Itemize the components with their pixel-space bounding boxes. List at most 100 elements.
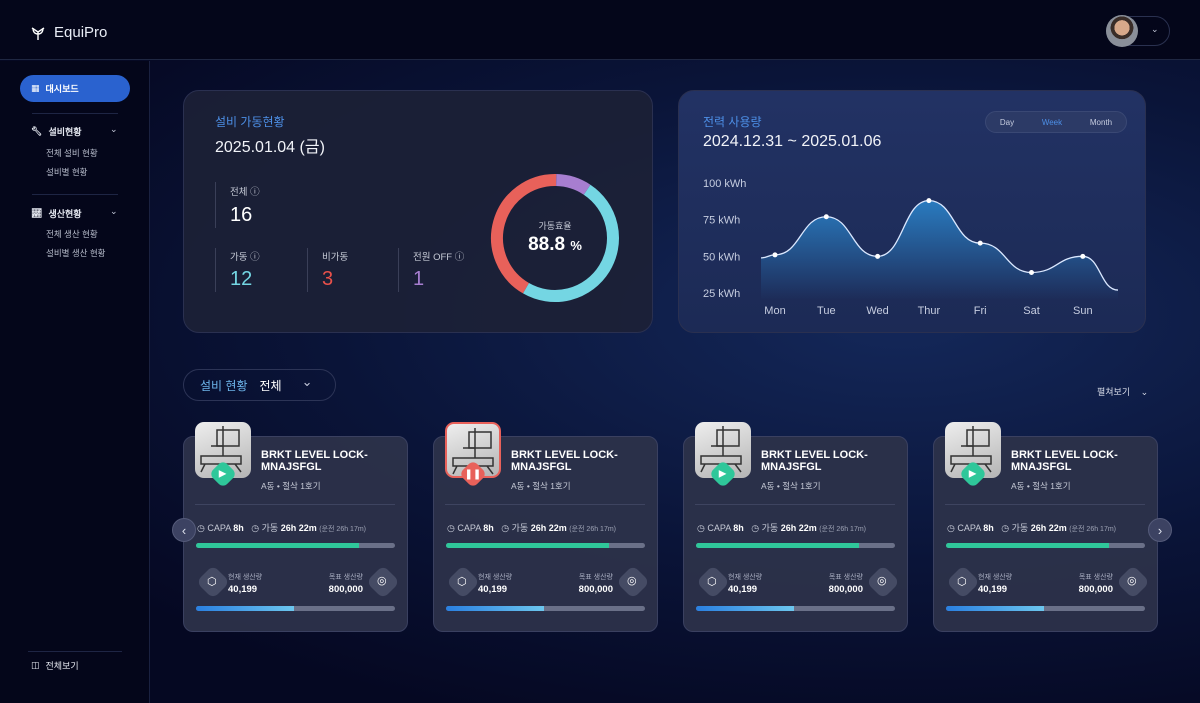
current-production-label: 현재 생산량 (978, 574, 1013, 581)
current-production-value: 40,199 (728, 584, 758, 595)
divider (215, 182, 216, 228)
stopped-value: 3 (322, 268, 334, 290)
x-tick-label: Fri (974, 305, 987, 317)
target-production-value: 800,000 (328, 584, 363, 595)
tab-week[interactable]: Week (1041, 117, 1063, 127)
clock-icon: ◷ (947, 523, 955, 533)
group-label: 설비현황 (48, 127, 82, 137)
dashboard-icon: ▦ (31, 83, 40, 93)
chevron-down-icon[interactable]: ⌄ (110, 124, 118, 134)
clock-icon: ◷ (447, 523, 455, 533)
expand-button[interactable]: 펼쳐보기 ⌄ (1097, 387, 1149, 397)
donut-segment (491, 174, 557, 294)
sidebar-item-by-equipment[interactable]: 설비별 현황 (46, 167, 88, 177)
x-tick-label: Thur (918, 305, 941, 317)
logo[interactable]: EquiPro (30, 24, 107, 41)
chevron-down-icon: ⌄ (301, 374, 313, 389)
equipment-location: A동 • 절삭 1호기 (761, 481, 821, 491)
target-production-label: 목표 생산량 (578, 574, 613, 581)
tab-day[interactable]: Day (999, 117, 1015, 127)
chevron-down-icon[interactable]: ⌄ (110, 206, 118, 216)
target-glyph: ◎ (627, 575, 637, 587)
data-point[interactable] (823, 214, 829, 220)
panel-icon: ◫ (31, 660, 40, 670)
view-all-button[interactable]: ◫ 전체보기 (31, 659, 79, 672)
divider (695, 504, 895, 505)
divider (445, 504, 645, 505)
info-icon[interactable]: ⓘ (250, 252, 260, 263)
card-title: 전력 사용량 (703, 115, 762, 129)
data-point[interactable] (772, 252, 778, 258)
target-glyph: ◎ (377, 575, 387, 587)
cube-glyph: ⬡ (207, 576, 217, 588)
target-production-label: 목표 생산량 (1078, 574, 1113, 581)
status-date: 2025.01.04 (금) (215, 139, 325, 156)
tab-month[interactable]: Month (1089, 117, 1113, 127)
sidebar-group-equipment[interactable]: 🔧︎ 설비현황 (31, 125, 82, 138)
current-production-label: 현재 생산량 (228, 574, 263, 581)
carousel-prev-button[interactable]: ‹ (172, 518, 196, 542)
efficiency-donut (491, 174, 619, 302)
app-name: EquiPro (54, 24, 108, 41)
efficiency-value: 88.8 % (528, 234, 582, 255)
operation-progress-bar (446, 543, 645, 548)
equipment-filter-select[interactable]: 설비 현황 전체 ⌄ (183, 369, 336, 401)
total-value: 16 (230, 204, 253, 226)
x-tick-label: Tue (817, 305, 836, 317)
sidebar-item-dashboard[interactable]: ▦ 대시보드 (20, 75, 130, 102)
sidebar-item-label: 대시보드 (45, 84, 79, 94)
target-production-label: 목표 생산량 (828, 574, 863, 581)
data-point[interactable] (926, 198, 932, 204)
divider (307, 248, 308, 292)
equipment-location: A동 • 절삭 1호기 (1011, 481, 1071, 491)
equipment-name: BRKT LEVEL LOCK-MNAJSFGL (761, 449, 868, 473)
clock-icon: ◷ (697, 523, 705, 533)
sidebar-item-production-by-equipment[interactable]: 설비별 생산 현황 (46, 248, 106, 258)
clock-icon: ◷ (751, 523, 760, 533)
sidebar-item-all-equipment[interactable]: 전체 설비 현황 (46, 148, 98, 158)
chevron-down-icon: ⌄ (1140, 387, 1149, 397)
info-icon[interactable]: ⓘ (454, 252, 465, 263)
total-label: 전체 ⓘ (230, 187, 260, 198)
production-progress-bar (696, 606, 895, 611)
logo-icon (31, 26, 45, 40)
carousel-next-button[interactable]: › (1148, 518, 1172, 542)
equipment-location: A동 • 절삭 1호기 (261, 481, 321, 491)
equipment-name: BRKT LEVEL LOCK-MNAJSFGL (1011, 449, 1118, 473)
time-info: ◷ CAPA 8h ◷ 가동 26h 22m (운전 26h 17m) (697, 523, 866, 533)
group-label: 생산현황 (48, 209, 82, 219)
clock-icon: ◷ (197, 523, 205, 533)
chart-icon: 📈︎ (31, 208, 43, 218)
data-point[interactable] (977, 240, 983, 246)
info-icon[interactable]: ⓘ (250, 187, 260, 198)
target-production-label: 목표 생산량 (328, 574, 363, 581)
divider (32, 113, 118, 114)
operation-progress-bar (196, 543, 395, 548)
power-range: 2024.12.31 ~ 2025.01.06 (703, 133, 882, 150)
current-production-value: 40,199 (478, 584, 508, 595)
divider (28, 651, 122, 652)
power-off-value: 1 (413, 268, 425, 290)
sidebar-group-production[interactable]: 📈︎ 생산현황 (31, 207, 82, 220)
y-tick-label: 50 kWh (703, 251, 740, 263)
production-progress-bar (946, 606, 1145, 611)
donut-segment (555, 174, 591, 195)
data-point[interactable] (1029, 269, 1034, 275)
filter-label: 설비 현황 (200, 378, 248, 393)
efficiency-label: 가동효율 (538, 221, 572, 231)
x-tick-label: Sat (1023, 305, 1040, 317)
running-label: 가동 ⓘ (230, 252, 260, 263)
area-fill (761, 200, 1118, 300)
avatar[interactable] (1106, 15, 1138, 47)
clock-icon: ◷ (1001, 523, 1010, 533)
stopped-label: 비가동 (322, 252, 349, 263)
time-info: ◷ CAPA 8h ◷ 가동 26h 22m (운전 26h 17m) (947, 523, 1116, 533)
data-point[interactable] (1080, 253, 1086, 259)
y-tick-label: 100 kWh (703, 178, 746, 190)
y-tick-label: 75 kWh (703, 215, 740, 227)
x-tick-label: Sun (1073, 305, 1093, 317)
power-off-label: 전원 OFF ⓘ (413, 252, 465, 263)
data-point[interactable] (875, 253, 881, 259)
target-glyph: ◎ (877, 575, 887, 587)
sidebar-item-all-production[interactable]: 전체 생산 현황 (46, 229, 98, 239)
